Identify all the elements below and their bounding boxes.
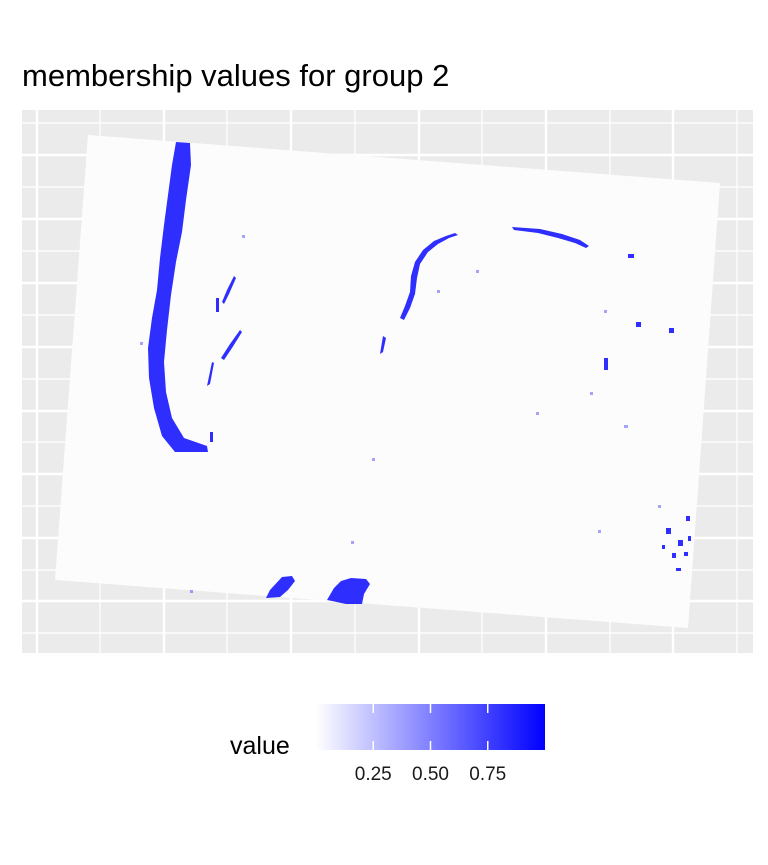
- speckle: [372, 458, 375, 461]
- speckle: [351, 541, 354, 544]
- speckle: [190, 590, 193, 593]
- small-streak: [207, 362, 214, 386]
- speckle: [437, 290, 440, 293]
- bottom-right-specks: [662, 516, 691, 571]
- small-streak: [669, 328, 674, 333]
- legend-tick-label: 0.25: [354, 764, 392, 785]
- small-streak: [636, 322, 641, 327]
- small-streak: [216, 298, 219, 312]
- bottom-left-blob: [266, 576, 295, 598]
- small-streak: [604, 358, 608, 370]
- small-streak: [222, 276, 236, 304]
- speckle: [590, 392, 593, 395]
- small-streak: [210, 432, 213, 442]
- small-streak: [628, 254, 634, 258]
- small-streak: [380, 336, 386, 354]
- speckle-noise: [140, 235, 661, 593]
- bottom-center-blob: [327, 578, 370, 604]
- speckle: [624, 425, 628, 428]
- speckle: [536, 412, 539, 415]
- raster-low-membership: [55, 135, 720, 628]
- small-streak: [221, 330, 242, 360]
- speckle: [476, 270, 479, 273]
- legend-tick-label: 0.75: [469, 764, 507, 785]
- upper-arc: [400, 233, 458, 320]
- legend-tick-label: 0.50: [412, 764, 449, 785]
- high-membership-regions: [148, 142, 691, 604]
- speckle: [242, 235, 245, 238]
- speckle: [604, 310, 607, 313]
- speckle: [598, 530, 601, 533]
- speckle: [658, 505, 661, 508]
- legend-ticks: [372, 704, 489, 750]
- legend-title: value: [230, 732, 290, 760]
- speckle: [140, 342, 143, 345]
- left-vertical-band: [148, 142, 208, 452]
- upper-right-stroke: [512, 227, 589, 248]
- plot-title: membership values for group 2: [22, 58, 450, 93]
